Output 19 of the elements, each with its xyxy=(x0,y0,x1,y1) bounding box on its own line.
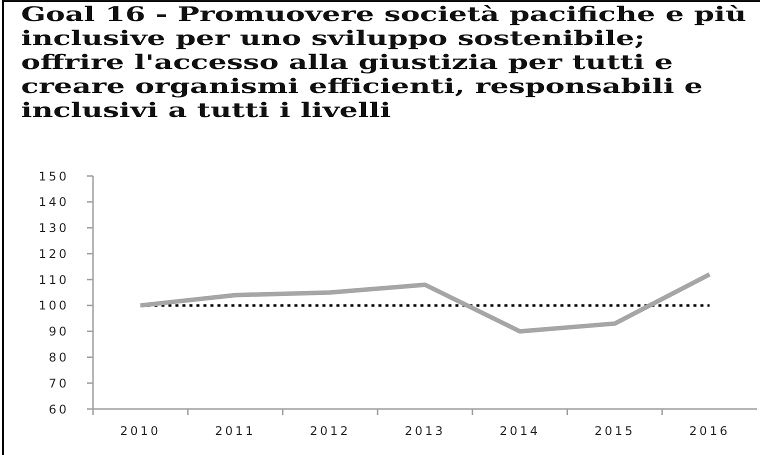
y-tick-label: 90 xyxy=(48,324,69,339)
x-tick-label: 2014 xyxy=(500,424,540,438)
y-tick-label: 120 xyxy=(38,246,69,261)
y-tick-label: 100 xyxy=(38,298,69,313)
x-tick-label: 2010 xyxy=(120,424,161,438)
line-series xyxy=(138,272,712,334)
y-tick-label: 70 xyxy=(48,376,69,390)
x-tick-label: 2011 xyxy=(215,424,256,438)
x-tick-label: 2016 xyxy=(689,424,730,438)
x-tick-label: 2013 xyxy=(404,424,446,438)
y-tick-label: 80 xyxy=(48,350,69,364)
y-tick-label: 140 xyxy=(38,195,69,210)
y-tick-label: 130 xyxy=(38,221,69,236)
chart-title: Goal 16 - Promuovere società pacifiche e più inclusive per uno sviluppo sostenibile; offrire l'accesso alla giustizia per tutti e creare organismi efficienti, responsabili e inclusivi a tutti i livelli xyxy=(21,2,748,122)
x-tick-label: 2015 xyxy=(594,424,635,438)
y-tick-label: 60 xyxy=(48,402,69,416)
y-tick-label: 150 xyxy=(38,169,69,184)
x-tick-label: 2012 xyxy=(310,424,350,438)
y-tick-label: 110 xyxy=(38,272,69,287)
